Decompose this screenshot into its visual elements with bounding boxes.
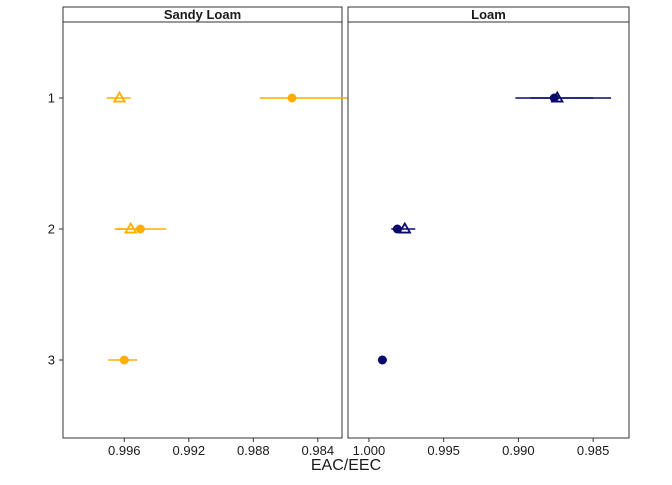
strip-label-loam: Loam xyxy=(471,7,506,22)
point-sandy-loam-triangle-1 xyxy=(112,90,127,103)
point-loam-triangle-1 xyxy=(550,90,565,103)
point-sandy-loam-circle-1 xyxy=(287,93,297,103)
y-tick-label-3: 3 xyxy=(48,353,55,368)
point-sandy-loam-circle-3 xyxy=(119,355,129,365)
x-tick-label-loam-0: 1.000 xyxy=(353,443,386,458)
x-tick-label-loam-1: 0.995 xyxy=(427,443,460,458)
point-loam-triangle-2 xyxy=(398,221,412,234)
strip-label-sandy-loam: Sandy Loam xyxy=(164,7,241,22)
x-tick-label-loam-2: 0.990 xyxy=(502,443,535,458)
x-axis-title: EAC/EEC xyxy=(311,457,381,474)
panel-sandy-loam xyxy=(62,21,343,439)
point-loam-circle-3 xyxy=(377,355,387,365)
point-sandy-loam-triangle-2 xyxy=(123,221,138,234)
y-tick-label-1: 1 xyxy=(48,91,55,106)
x-tick-label-sandy-loam-0: 0.996 xyxy=(108,443,141,458)
x-tick-label-sandy-loam-2: 0.988 xyxy=(237,443,270,458)
panel-loam xyxy=(347,21,630,439)
x-tick-label-sandy-loam-3: 0.984 xyxy=(302,443,335,458)
x-tick-label-sandy-loam-1: 0.992 xyxy=(173,443,206,458)
y-tick-label-2: 2 xyxy=(48,222,55,237)
x-tick-label-loam-3: 0.985 xyxy=(577,443,610,458)
